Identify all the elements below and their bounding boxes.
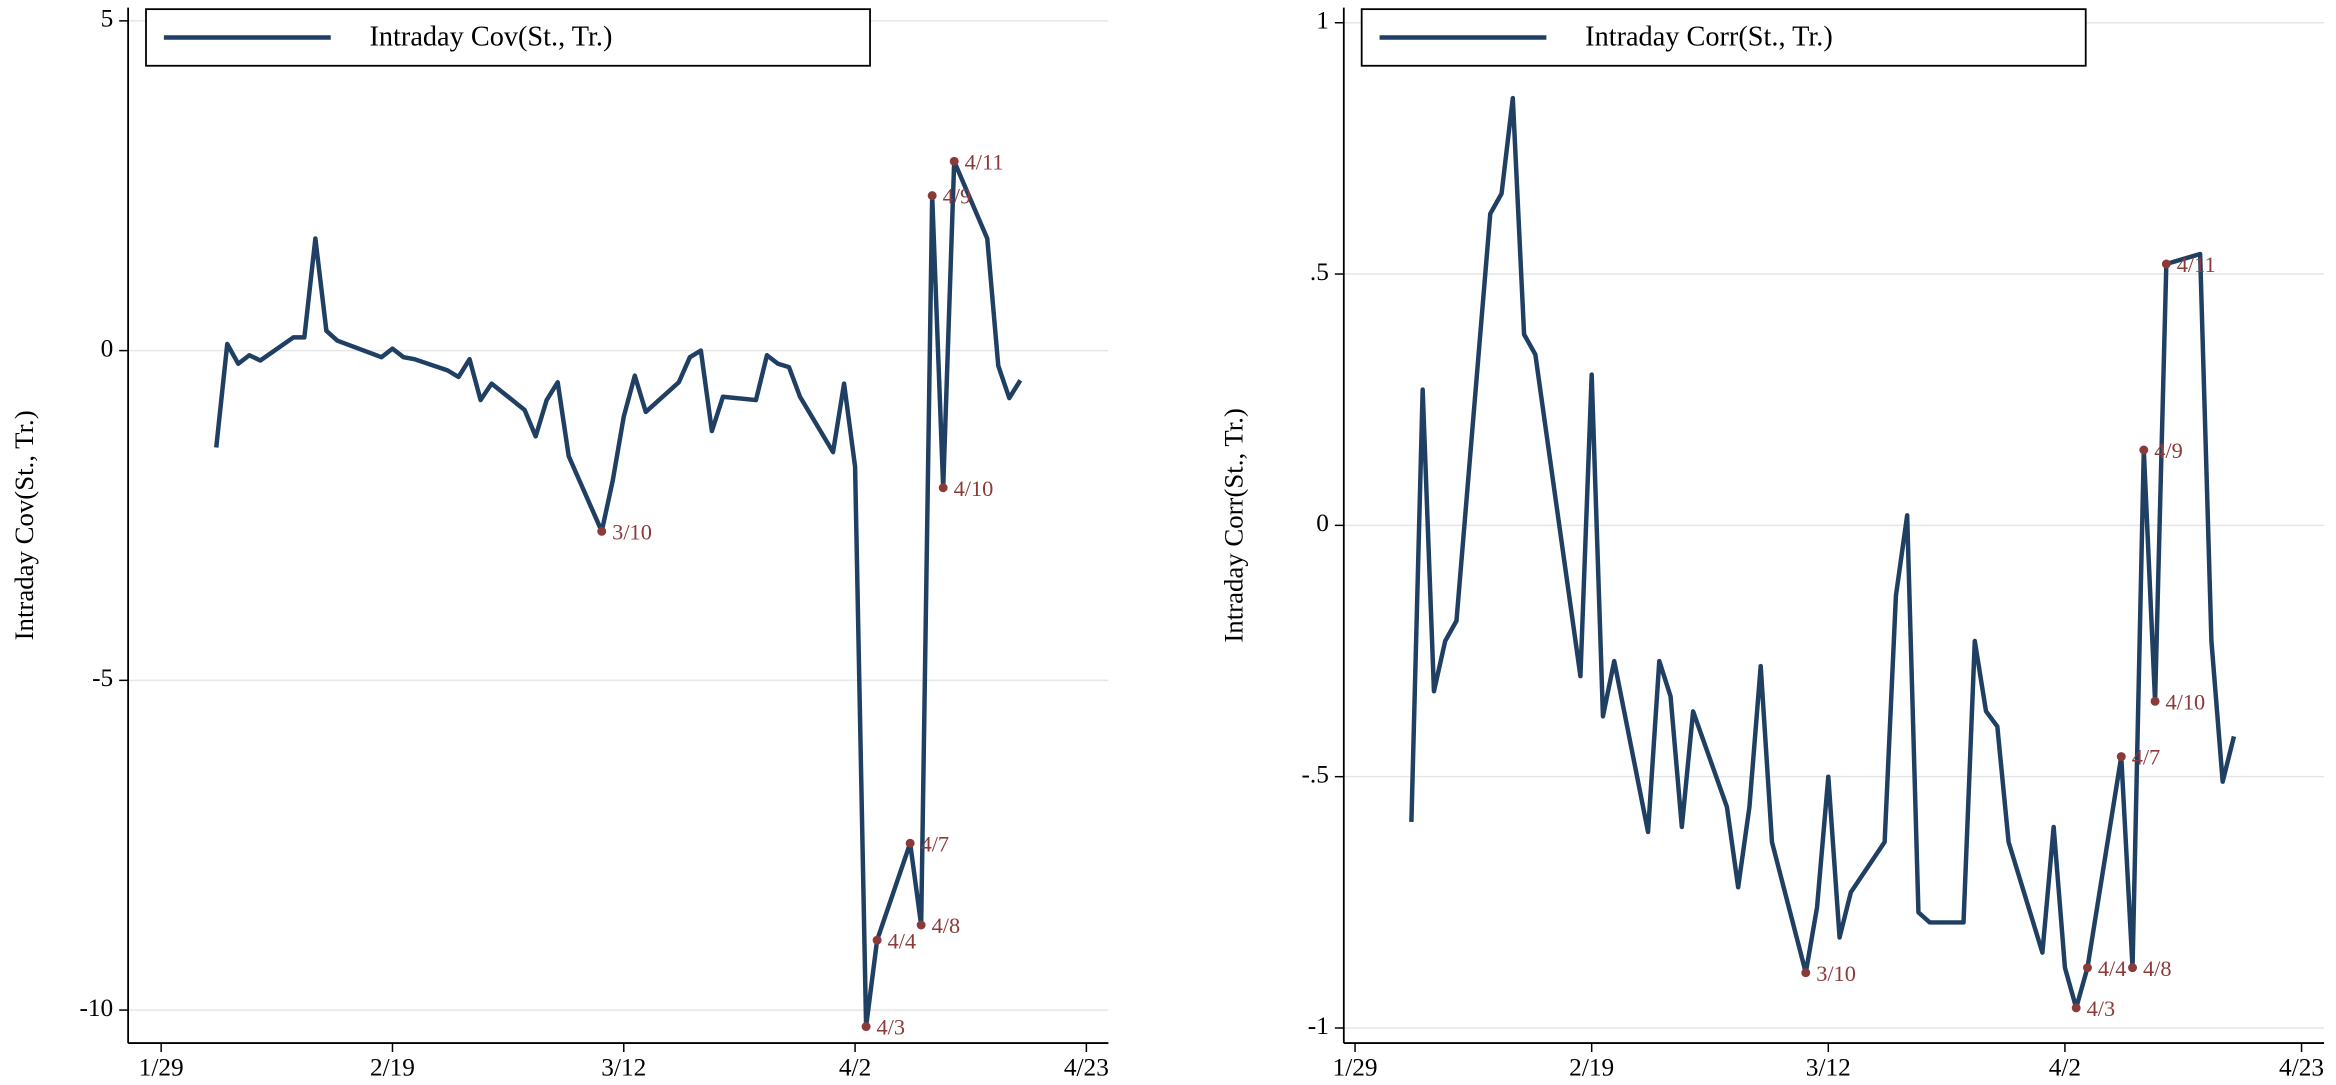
point-label: 4/11	[2177, 252, 2216, 277]
point-label: 4/10	[954, 476, 994, 501]
y-tick-label: 1	[1316, 7, 1329, 35]
point-label: 4/11	[965, 149, 1004, 174]
point-marker	[2161, 259, 2171, 269]
point-marker	[1801, 968, 1811, 978]
point-label: 3/10	[612, 519, 652, 544]
x-tick-label: 1/29	[139, 1054, 184, 1082]
x-tick-label: 3/12	[601, 1054, 646, 1082]
y-axis-title: Intraday Cov(St., Tr.)	[9, 410, 39, 640]
point-marker	[2139, 445, 2149, 455]
x-tick-label: 3/12	[1806, 1054, 1851, 1082]
point-label: 4/7	[921, 831, 950, 856]
y-tick-label: 5	[101, 5, 114, 33]
y-tick-label: -5	[92, 664, 113, 692]
point-label: 4/4	[888, 928, 917, 953]
y-tick-label: -10	[79, 994, 113, 1022]
y-tick-label: -.5	[1301, 760, 1328, 788]
data-line	[1409, 95, 2237, 1011]
x-tick-label: 4/23	[2279, 1054, 2324, 1082]
point-label: 4/9	[943, 184, 972, 209]
point-label: 4/3	[2087, 996, 2116, 1021]
y-tick-label: 0	[101, 334, 114, 362]
legend-label: Intraday Cov(St., Tr.)	[369, 21, 612, 52]
point-label: 4/9	[2154, 438, 2183, 463]
x-tick-label: 2/19	[1569, 1054, 1614, 1082]
panel: 5 0 -5 -10 1/29 2/19 3/12 4/2 4/23 Intraday Cov(S…	[9, 5, 1109, 1082]
point-marker	[938, 483, 948, 493]
point-label: 4/4	[2098, 956, 2127, 981]
point-marker	[2116, 752, 2126, 762]
point-marker	[861, 1022, 871, 1032]
point-label: 4/10	[2165, 689, 2205, 714]
x-tick-label: 4/2	[839, 1054, 871, 1082]
point-marker	[916, 920, 926, 930]
point-label: 4/3	[877, 1015, 906, 1040]
point-marker	[2071, 1003, 2081, 1013]
y-tick-label: 0	[1316, 509, 1329, 537]
point-marker	[2128, 963, 2138, 973]
point-label: 4/8	[2143, 956, 2172, 981]
point-label: 4/8	[932, 913, 961, 938]
point-marker	[905, 838, 915, 848]
point-label: 3/10	[1816, 961, 1856, 986]
y-axis-title: Intraday Corr(St., Tr.)	[1219, 408, 1249, 642]
legend-label: Intraday Corr(St., Tr.)	[1585, 21, 1833, 52]
point-marker	[2150, 696, 2160, 706]
panel: 1 .5 0 -.5 -11/29 2/19 3/12 4/2 4/23 Intraday Cor…	[1219, 7, 2325, 1082]
point-marker	[2082, 963, 2092, 973]
y-tick-label: -1	[1308, 1012, 1329, 1040]
data-line	[214, 159, 1023, 1029]
x-tick-label: 4/2	[2049, 1054, 2081, 1082]
point-marker	[927, 191, 937, 201]
x-tick-label: 4/23	[1064, 1054, 1109, 1082]
point-label: 4/7	[2132, 745, 2161, 770]
point-marker	[872, 935, 882, 945]
x-tick-label: 2/19	[370, 1054, 415, 1082]
point-marker	[949, 156, 959, 166]
point-marker	[597, 526, 607, 536]
x-tick-label: 1/29	[1333, 1054, 1378, 1082]
y-tick-label: .5	[1310, 258, 1329, 286]
